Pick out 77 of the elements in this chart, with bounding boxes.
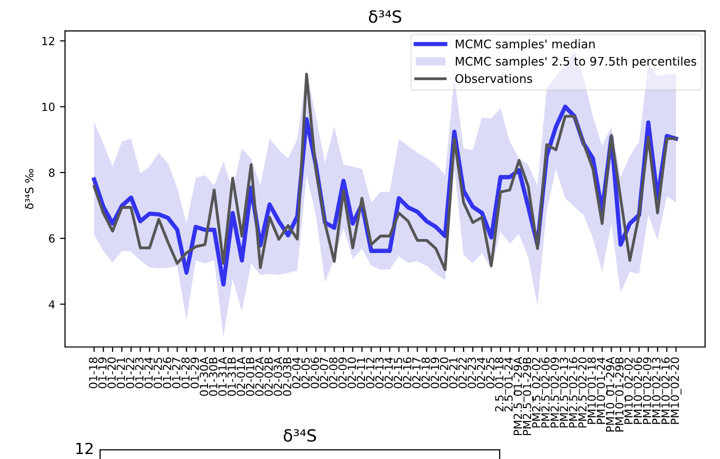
x-tick-label: 02-11 (356, 358, 366, 388)
x-tick-label: 2.5_01-18 (495, 357, 506, 412)
x-tick-label: 02-05 (301, 358, 310, 388)
y-tick-label: 6 (49, 234, 55, 243)
x-tick-label: PM10_01-29B (615, 358, 626, 432)
x-tick-label: 01-22 (126, 358, 134, 388)
text: 12 (76, 442, 93, 454)
x-tick-label: PM10_02-16 (661, 357, 672, 424)
x-tick-label: 01-19 (98, 358, 107, 388)
legend-label: Observations (455, 74, 532, 84)
x-tick-label: PM2.5_01-29A (514, 356, 524, 436)
legend-label: MCMC samples' 2.5 to 97.5th percentiles (456, 56, 696, 68)
x-tick-label: PM10_01-24 (596, 357, 608, 424)
x-tick-label: PM2.5_02-06 (541, 357, 552, 428)
x-tick-label: 01-25 (154, 358, 162, 388)
y-tick-label: 12 (42, 36, 54, 46)
x-tick-label: 02-15 (394, 358, 402, 388)
x-tick-label: PM2.5_01-29B (522, 358, 534, 436)
x-tick-label: 02-01B (246, 358, 254, 396)
y-tick-label: 4 (48, 300, 55, 308)
x-tick-label: 02-13 (375, 358, 384, 388)
x-tick-label: PM2.5_02-16 (568, 357, 580, 428)
x-tick-label: 02-20 (440, 357, 448, 388)
line-series (92, 72, 678, 272)
x-tick-label: 02-12 (366, 358, 374, 388)
y-tick-label: 8 (48, 168, 55, 177)
x-tick-label: 02-04 (292, 357, 301, 388)
x-tick-label: 01-18 (88, 357, 98, 388)
x-tick-label: 01-31B (227, 358, 236, 396)
x-tick-label: 01-31A (218, 356, 227, 396)
x-tick-label: 01-27 (172, 358, 180, 388)
x-tick-label: 02-24 (476, 357, 486, 388)
x-tick-label: 02-19 (430, 358, 440, 388)
x-tick-label: 02-22 (458, 358, 467, 388)
x-tick-label: PM10_02-13 (652, 358, 663, 424)
x-tick-label: 2.5_01-24 (504, 357, 516, 412)
x-tick-label: 01-23 (135, 358, 144, 388)
chart-title: δ³⁴S (368, 10, 402, 23)
x-tick-label: 02-21 (449, 358, 458, 388)
x-tick-label: PM10_02-09 (642, 358, 654, 424)
x-tick-label: PM2.5_02-02 (532, 358, 543, 428)
x-tick-label: PM10_02-20 (670, 357, 682, 424)
x-tick-label: 01-30B (209, 358, 218, 396)
x-tick-label: PM2.5_02-09 (550, 358, 562, 428)
x-tick-label: PM10_01-29A (606, 356, 617, 432)
x-tick-label: 02-01A (236, 356, 246, 396)
x-tick-label: 02-03A (274, 356, 282, 396)
x-tick-label: 01-30A (200, 356, 208, 396)
x-tick-label: 01-21 (116, 358, 126, 388)
x-tick-label: 02-08 (329, 357, 338, 388)
x-tick-label: 02-06 (310, 357, 320, 388)
x-tick-label: 02-10 (348, 357, 356, 388)
y-tick-label: 10 (42, 102, 55, 112)
y-axis-title: δ³⁴S ‰ (25, 169, 34, 209)
x-tick-label: PM10_01-18 (587, 357, 598, 424)
x-tick-label: 02-18 (421, 357, 430, 388)
legend-label: MCMC samples' median (456, 39, 595, 51)
x-tick-label: PM2.5_02-13 (560, 358, 571, 428)
x-tick-label: 02-25 (486, 358, 494, 388)
x-tick-label: PM10_02-02 (624, 358, 636, 424)
x-tick-label: 02-07 (320, 358, 328, 388)
x-tick-label: 02-03B (282, 358, 292, 396)
x-tick-label: 02-16 (402, 357, 412, 388)
x-tick-label: 01-28 (181, 357, 190, 388)
x-tick-label: PM2.5_02-20 (578, 357, 590, 428)
x-tick-label: 02-02A (255, 356, 264, 396)
text: δ³⁴S (284, 429, 316, 442)
x-tick-label: PM10_02-06 (634, 357, 644, 424)
x-tick-label: 01-20 (107, 357, 116, 388)
x-tick-label: 02-14 (384, 357, 393, 388)
x-tick-label: 01-24 (144, 357, 153, 388)
x-tick-label: 02-23 (468, 358, 476, 388)
x-tick-label: 02-17 (412, 358, 421, 388)
x-tick-label: 02-09 (338, 358, 347, 388)
x-tick-label: 02-02B (264, 358, 273, 396)
x-tick-label: 01-29 (190, 358, 199, 388)
x-tick-label: 01-26 (162, 357, 172, 388)
